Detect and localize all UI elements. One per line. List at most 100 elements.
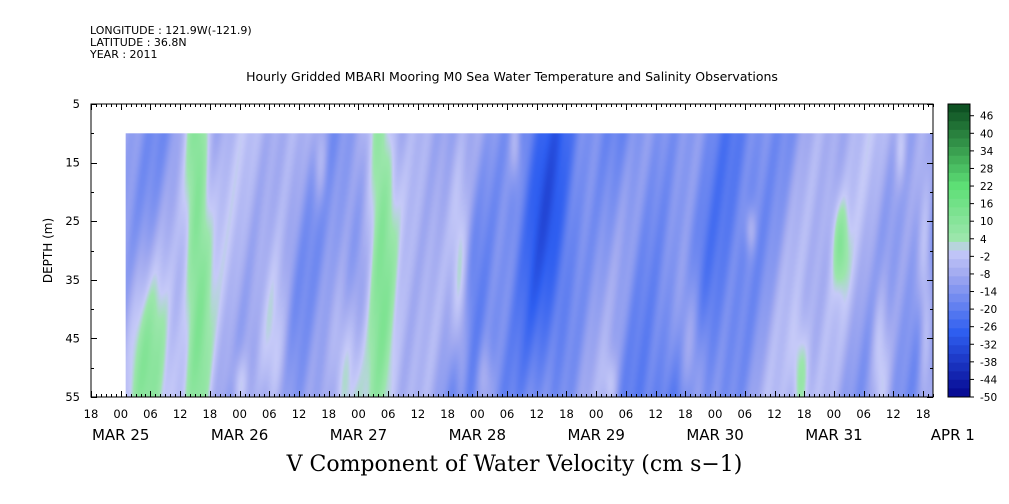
x-hour-label: 18	[84, 407, 99, 421]
variable-title: V Component of Water Velocity (cm s−1)	[286, 452, 743, 477]
colorbar: 46 40 34 28 22 16 10 4 -2 -8 -14 -20 -26 -32 -38 -44 -50	[947, 103, 997, 404]
colorbar-label: 16	[980, 199, 994, 211]
x-hour-label: 12	[648, 407, 663, 421]
x-hour-label: 00	[113, 407, 128, 421]
colorbar-segment	[948, 328, 970, 337]
x-hour-label: 06	[143, 407, 158, 421]
colorbar-segment	[948, 112, 970, 122]
x-hour-label: 06	[619, 407, 634, 421]
colorbar-frame	[947, 103, 971, 398]
colorbar-segment	[948, 267, 970, 277]
colorbar-segment	[948, 345, 970, 355]
x-hour-label: 18	[916, 407, 931, 421]
colorbar-segment	[948, 250, 970, 260]
colorbar-segment	[948, 388, 970, 398]
colorbar-label: 34	[980, 146, 994, 158]
x-date-label: MAR 29	[567, 426, 624, 444]
colorbar-segment	[948, 121, 970, 131]
colorbar-label: -20	[980, 304, 997, 316]
x-hour-label: 00	[351, 407, 366, 421]
colorbar-segment	[948, 293, 970, 303]
colorbar-label: -8	[980, 269, 990, 281]
y-tick-label: 55	[65, 390, 80, 404]
x-hour-label: 12	[767, 407, 782, 421]
y-tick-label: 15	[65, 156, 80, 170]
colorbar-label: 10	[980, 216, 993, 228]
y-axis-title: DEPTH (m)	[41, 218, 55, 283]
colorbar-segment	[948, 284, 970, 294]
x-date-label: MAR 27	[330, 426, 387, 444]
colorbar-label: 46	[980, 111, 994, 123]
colorbar-label: -50	[980, 392, 997, 404]
x-hour-label: 06	[262, 407, 277, 421]
colorbar-segment	[948, 164, 970, 174]
colorbar-label: -14	[980, 287, 997, 299]
chart-title: Hourly Gridded MBARI Mooring M0 Sea Wate…	[246, 69, 778, 84]
x-hour-label: 12	[173, 407, 188, 421]
x-hour-label: 00	[470, 407, 485, 421]
y-tick-label: 25	[65, 214, 80, 228]
colorbar-label: 4	[980, 234, 987, 246]
colorbar-segment	[948, 181, 970, 191]
colorbar-segment	[948, 155, 970, 165]
colorbar-label: 28	[980, 163, 993, 175]
x-hour-label: 12	[529, 407, 544, 421]
colorbar-label: -32	[980, 339, 997, 351]
x-hour-label: 06	[737, 407, 752, 421]
x-hour-label: 12	[292, 407, 307, 421]
colorbar-segment	[948, 172, 970, 182]
x-hour-label: 00	[827, 407, 842, 421]
x-hour-label: 18	[559, 407, 574, 421]
colorbar-segment	[948, 336, 970, 346]
y-tick-label: 35	[65, 273, 80, 287]
colorbar-label: -44	[980, 374, 997, 386]
axes: 18 00 06 12 18 00 06 12 18 00 06 12 18 00 06 12 18 00 06 12…	[41, 97, 975, 444]
colorbar-segment	[948, 233, 970, 243]
colorbar-label: -26	[980, 322, 997, 334]
colorbar-segment	[948, 138, 970, 148]
colorbar-segment	[948, 362, 970, 372]
x-hour-label: 18	[678, 407, 693, 421]
colorbar-segment	[948, 310, 970, 320]
x-hour-label: 06	[856, 407, 871, 421]
x-date-label: MAR 30	[686, 426, 743, 444]
x-date-label: MAR 25	[92, 426, 149, 444]
colorbar-segment	[948, 147, 970, 157]
colorbar-segment	[948, 190, 970, 200]
x-hour-label: 12	[886, 407, 901, 421]
colorbar-segment	[948, 129, 970, 139]
colorbar-segment	[948, 241, 970, 251]
x-hour-label: 18	[797, 407, 812, 421]
colorbar-segment	[948, 371, 970, 381]
x-hour-label: 06	[500, 407, 515, 421]
x-hour-label: 00	[708, 407, 723, 421]
colorbar-segment	[948, 353, 970, 363]
colorbar-segment	[948, 259, 970, 269]
colorbar-label: 22	[980, 181, 993, 193]
year-label: YEAR : 2011	[90, 48, 158, 61]
colorbar-segment	[948, 104, 970, 113]
colorbar-segment	[948, 207, 970, 217]
x-hour-label: 00	[232, 407, 247, 421]
colorbar-segment	[948, 216, 970, 225]
x-hour-label: 18	[440, 407, 455, 421]
latitude-label: LATITUDE : 36.8N	[90, 36, 187, 49]
y-tick-label: 5	[73, 97, 80, 111]
x-date-label: APR 1	[931, 426, 975, 444]
x-hour-label: 12	[411, 407, 426, 421]
plot-area	[125, 133, 933, 398]
colorbar-segment	[948, 319, 970, 329]
velocity-heatmap	[125, 133, 933, 398]
colorbar-segment	[948, 302, 970, 312]
colorbar-segment	[948, 198, 970, 208]
colorbar-segment	[948, 224, 970, 234]
colorbar-label: -2	[980, 251, 990, 263]
x-hour-label: 00	[589, 407, 604, 421]
colorbar-segment	[948, 379, 970, 389]
x-date-label: MAR 28	[449, 426, 506, 444]
colorbar-label: 40	[980, 128, 993, 140]
x-date-label: MAR 26	[211, 426, 268, 444]
x-date-label: MAR 31	[805, 426, 862, 444]
x-hour-label: 06	[381, 407, 396, 421]
